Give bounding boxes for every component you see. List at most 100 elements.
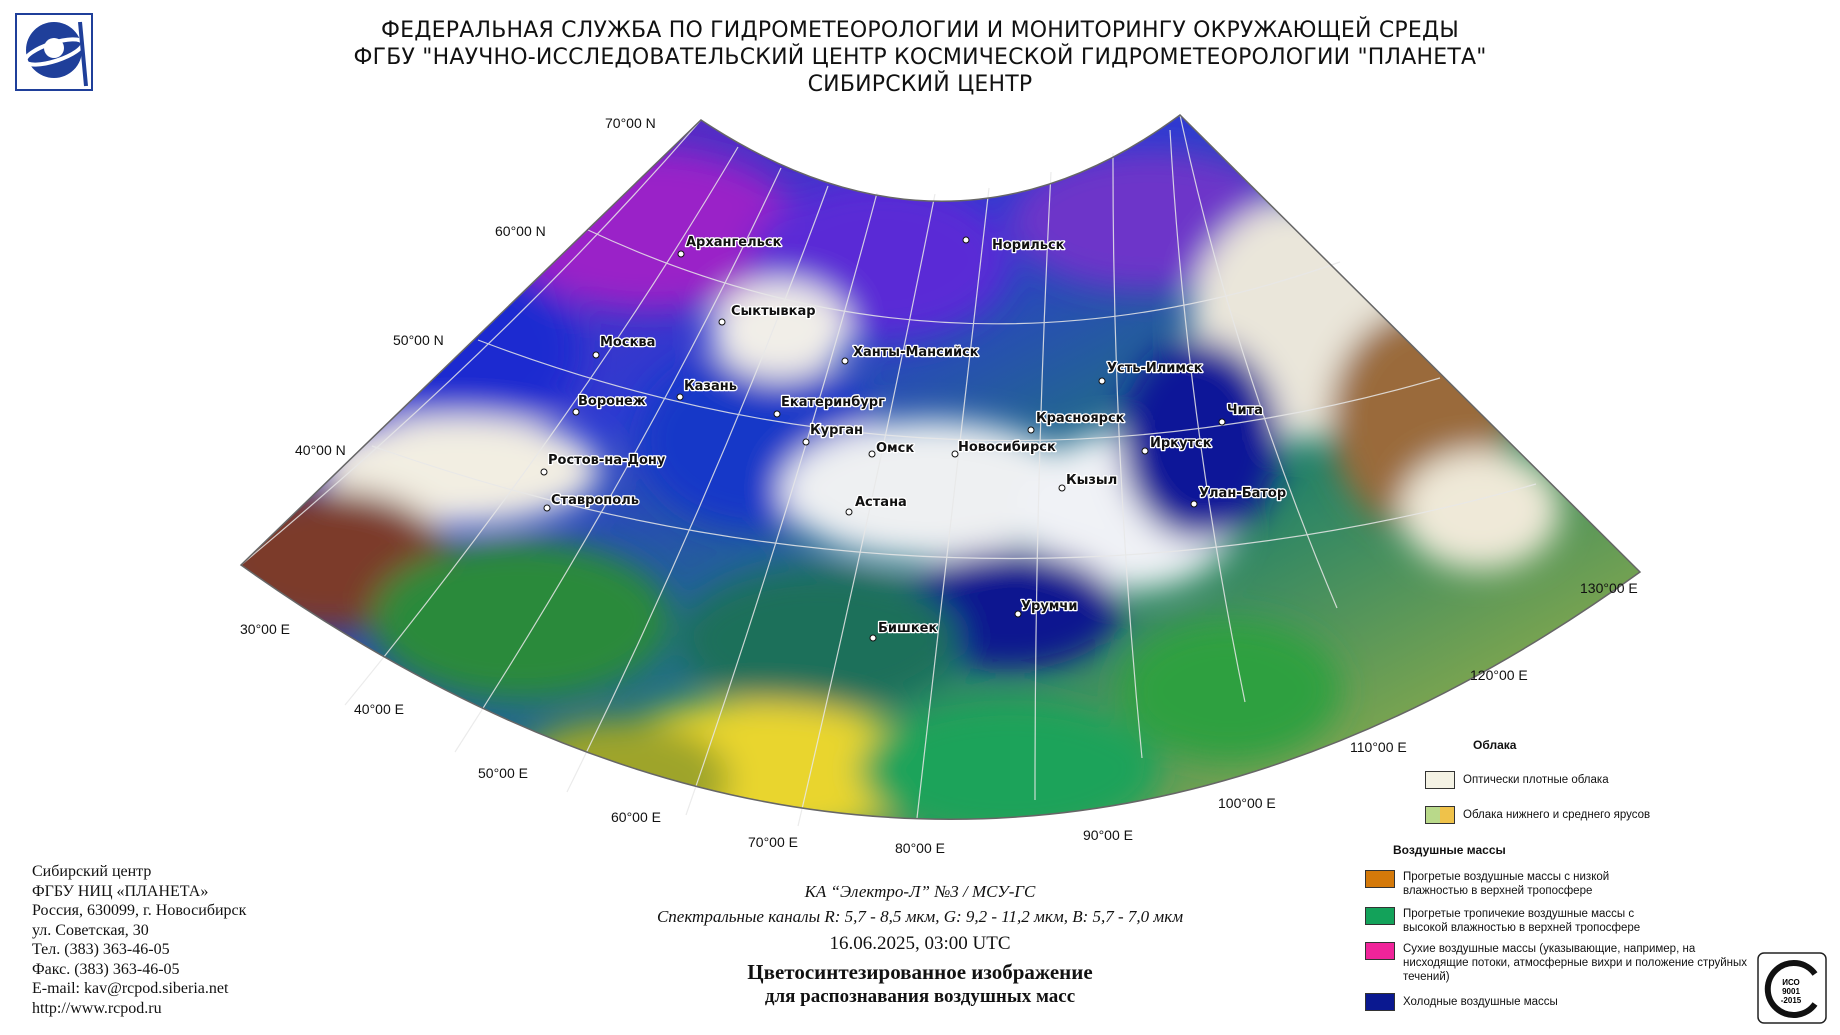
legend-swatch — [1365, 993, 1395, 1011]
lon-label: 110°00 E — [1350, 739, 1407, 755]
city-label: Курган — [810, 423, 863, 438]
city-label: Бишкек — [878, 621, 937, 636]
header-line-3: СИБИРСКИЙ ЦЕНТР — [807, 72, 1033, 97]
city-marker[interactable]: Новосибирск — [951, 439, 1057, 458]
iso-certification-seal: ИСО 9001 -2015 — [1757, 952, 1827, 1024]
city-label: Ставрополь — [551, 493, 639, 508]
city-marker[interactable]: Омск — [868, 440, 916, 458]
legend-text: Прогретые тропичекие воздушные массы с в… — [1403, 908, 1641, 934]
city-marker[interactable]: Казань — [676, 378, 738, 401]
city-marker[interactable]: Сыктывкар — [718, 303, 817, 326]
city-marker[interactable]: Чита — [1218, 402, 1264, 426]
city-label: Казань — [684, 379, 737, 394]
address-line: ул. Советская, 30 — [32, 921, 149, 939]
header-line-2: ФГБУ "НАУЧНО-ИССЛЕДОВАТЕЛЬСКИЙ ЦЕНТР КОС… — [353, 45, 1487, 70]
city-marker[interactable]: Екатеринбург — [773, 394, 886, 418]
lat-label: 70°00 N — [605, 115, 656, 131]
channels-caption: Спектральные каналы R: 5,7 - 8,5 мкм, G:… — [656, 907, 1184, 926]
city-label: Сыктывкар — [731, 304, 816, 319]
legend-text: Оптически плотные облака — [1463, 774, 1609, 786]
legend-swatch — [1365, 942, 1395, 960]
legend-swatch — [1425, 771, 1455, 789]
datetime-caption: 16.06.2025, 03:00 UTC — [829, 933, 1011, 954]
city-marker[interactable]: Москва — [592, 334, 657, 359]
city-marker[interactable]: Норильск — [962, 236, 1066, 254]
city-marker[interactable]: Бишкек — [869, 620, 939, 642]
longitude-labels: 30°00 E 40°00 E 50°00 E 60°00 E 70°00 E … — [240, 580, 1638, 856]
city-label: Воронеж — [578, 394, 646, 409]
lat-label: 50°00 N — [393, 332, 444, 348]
lon-label: 130°00 E — [1580, 580, 1638, 596]
lon-label: 30°00 E — [240, 621, 290, 637]
city-label: Ростов-на-Дону — [548, 453, 666, 468]
lon-label: 70°00 E — [748, 834, 798, 850]
contact-address: Сибирский центр ФГБУ НИЦ «ПЛАНЕТА» Росси… — [32, 862, 246, 1018]
lon-label: 80°00 E — [895, 840, 945, 856]
planeta-logo — [15, 13, 93, 91]
address-line: ФГБУ НИЦ «ПЛАНЕТА» — [32, 882, 209, 900]
legend-swatch — [1365, 907, 1395, 925]
legend-item-low-mid-clouds: Облака нижнего и среднего ярусов — [1425, 806, 1650, 824]
legend-item-warm-dry: Прогретые воздушные массы с низкой влажн… — [1365, 870, 1745, 898]
city-label: Екатеринбург — [781, 395, 885, 410]
legend-swatch — [1425, 806, 1455, 824]
graticule — [240, 114, 1537, 827]
city-marker[interactable]: Красноярск — [1027, 410, 1126, 434]
address-line: Сибирский центр — [32, 863, 152, 880]
city-marker[interactable]: Усть-Илимск — [1098, 360, 1204, 385]
legend-air-masses-title: Воздушные массы — [1393, 843, 1506, 857]
city-marker[interactable]: Курган — [802, 422, 864, 446]
city-label: Архангельск — [686, 235, 782, 250]
legend-swatch — [1365, 870, 1395, 888]
city-label: Улан-Батор — [1199, 486, 1286, 501]
city-marker[interactable]: Архангельск — [677, 234, 783, 258]
city-marker[interactable]: Воронеж — [572, 393, 647, 416]
svg-text:ИСО: ИСО — [1782, 978, 1800, 987]
address-line: Тел. (383) 363-46-05 — [32, 941, 170, 958]
address-line: Россия, 630099, г. Новосибирск — [32, 902, 247, 919]
city-markers: Архангельск Норильск Сыктывкар Москва Ха… — [540, 234, 1287, 642]
lon-label: 100°00 E — [1218, 795, 1276, 811]
city-label: Астана — [855, 495, 907, 510]
city-marker[interactable]: Астана — [845, 494, 908, 516]
city-label: Усть-Илимск — [1107, 361, 1203, 376]
legend-item-cold-air: Холодные воздушные массы — [1365, 993, 1745, 1011]
city-label: Урумчи — [1021, 599, 1077, 614]
city-label: Чита — [1227, 403, 1263, 418]
legend-text: Сухие воздушные массы (указывающие, напр… — [1403, 943, 1748, 983]
city-marker[interactable]: Ханты-Мансийск — [841, 344, 980, 365]
email-link[interactable]: E-mail: kav@rcpod.siberia.net — [32, 980, 229, 997]
city-label: Иркутск — [1150, 436, 1212, 451]
address-line: Факс. (383) 363-46-05 — [32, 960, 180, 978]
legend-item-dense-clouds: Оптически плотные облака — [1425, 771, 1609, 789]
lon-label: 50°00 E — [478, 765, 528, 781]
city-marker[interactable]: Иркутск — [1141, 435, 1213, 455]
city-marker[interactable]: Ставрополь — [543, 492, 640, 512]
legend-text: Облака нижнего и среднего ярусов — [1463, 809, 1651, 821]
lon-label: 60°00 E — [611, 809, 661, 825]
lon-label: 90°00 E — [1083, 827, 1133, 843]
city-marker[interactable]: Ростов-на-Дону — [540, 452, 667, 476]
satellite-caption: КА “Электро-Л” №3 / МСУ-ГС — [804, 882, 1036, 901]
city-label: Кызыл — [1066, 473, 1117, 488]
legend-text: Холодные воздушные массы — [1403, 996, 1558, 1008]
lat-label: 40°00 N — [295, 442, 346, 458]
svg-text:-2015: -2015 — [1781, 996, 1802, 1005]
city-marker[interactable]: Урумчи — [1014, 598, 1079, 618]
header-line-1: ФЕДЕРАЛЬНАЯ СЛУЖБА ПО ГИДРОМЕТЕОРОЛОГИИ … — [381, 18, 1459, 43]
legend-clouds-title: Облака — [1473, 738, 1517, 752]
satellite-image — [241, 115, 1640, 820]
legend-item-dry-air: Сухие воздушные массы (указывающие, напр… — [1365, 942, 1755, 984]
website-link[interactable]: http://www.rcpod.ru — [32, 999, 162, 1017]
city-label: Норильск — [992, 238, 1065, 253]
city-label: Новосибирск — [958, 440, 1056, 455]
city-marker[interactable]: Улан-Батор — [1190, 485, 1287, 508]
image-title-1: Цветосинтезированное изображение — [747, 960, 1093, 984]
svg-text:9001: 9001 — [1782, 987, 1800, 996]
legend-text: Прогретые воздушные массы с низкой влажн… — [1403, 871, 1610, 897]
city-marker[interactable]: Кызыл — [1058, 472, 1119, 492]
city-label: Красноярск — [1036, 411, 1125, 426]
city-label: Омск — [876, 441, 914, 456]
city-label: Ханты-Мансийск — [853, 345, 979, 360]
